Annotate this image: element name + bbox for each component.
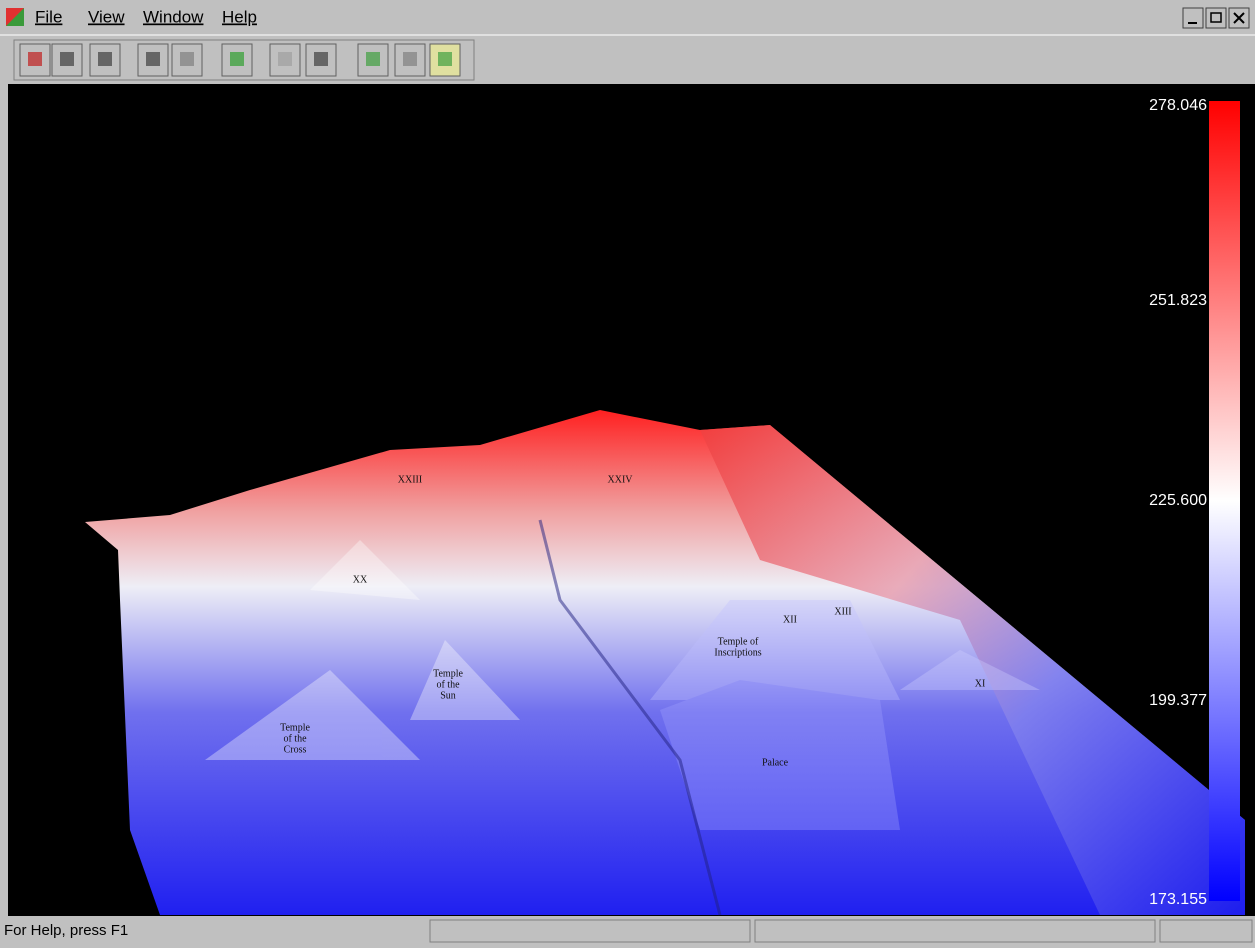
color-scale-label: 251.823 [1149,292,1207,309]
menu: File View Window Help [35,7,257,26]
toolbar [0,34,1255,83]
toolbar-icon [403,52,417,66]
terrain-hills [205,540,1040,830]
color-scale-label: 225.600 [1149,492,1207,509]
terrain-label: XXIV [608,474,634,485]
status-pane [1159,919,1253,943]
terrain-label: Cross [284,744,307,755]
toolbar-icon [28,52,42,66]
app-icon-part [6,8,24,26]
terrain-label: Temple of [718,636,759,647]
terrain-label: Temple [280,722,310,733]
toolbar-icon [366,52,380,66]
color-bar [1209,101,1240,901]
toolbar-icon [314,52,328,66]
terrain-label: XIII [834,606,851,617]
restore-button[interactable] [1205,7,1227,29]
toolbar-icon [146,52,160,66]
window-controls [1182,7,1250,29]
status-text: For Help, press F1 [4,922,128,939]
toolbar-buttons [19,43,461,77]
color-scale-label: 173.155 [1149,891,1207,908]
menu-item[interactable]: Help [222,7,257,26]
menu-item[interactable]: File [35,7,62,26]
toolbar-frame [13,39,475,81]
terrain-label: Palace [762,757,789,768]
color-scale-labels: 278.046 251.823 225.600 199.377 173.155 [1149,97,1207,908]
terrain-label: Sun [440,690,456,701]
toolbar-icon [278,52,292,66]
menu-bar [0,0,1255,34]
terrain-label: of the [283,733,307,744]
color-scale-label: 278.046 [1149,97,1207,114]
toolbar-icon [60,52,74,66]
terrain-label: XII [783,614,797,625]
terrain-label: of the [436,679,460,690]
toolbar-icon [98,52,112,66]
status-bar [0,917,1255,943]
terrain-slope [700,425,1245,915]
minimize-button[interactable] [1182,7,1204,29]
menu-item[interactable]: View [88,7,125,26]
status-pane [429,919,751,943]
status-pane [754,919,1156,943]
toolbar-icon [180,52,194,66]
terrain-label: Temple [433,668,463,679]
terrain-label: Inscriptions [714,647,761,658]
terrain [85,410,1245,915]
toolbar-button[interactable] [171,43,203,77]
terrain-label: XXIII [398,474,422,485]
menu-item[interactable]: Window [143,7,204,26]
ravine [538,519,722,916]
terrain-label: XI [975,678,986,689]
toolbar-icon [438,52,452,66]
color-scale-label: 199.377 [1149,692,1207,709]
terrain-label: XX [353,574,368,585]
toolbar-icon [230,52,244,66]
